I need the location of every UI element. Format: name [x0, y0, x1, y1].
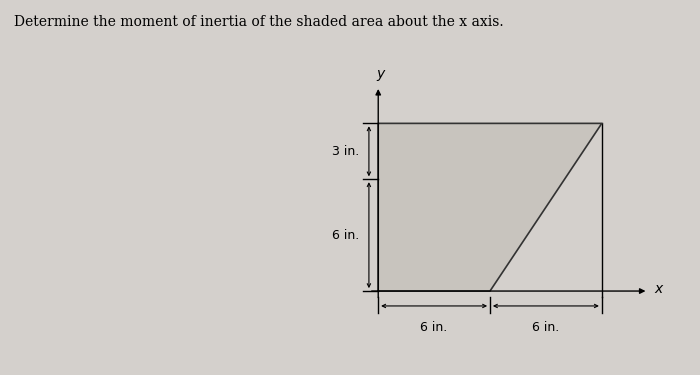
Text: x: x	[654, 282, 662, 296]
Polygon shape	[378, 123, 602, 291]
Text: 6 in.: 6 in.	[421, 321, 448, 334]
Text: 3 in.: 3 in.	[332, 145, 360, 158]
Text: 6 in.: 6 in.	[332, 229, 360, 242]
Text: 6 in.: 6 in.	[532, 321, 559, 334]
Text: y: y	[376, 66, 384, 81]
Text: Determine the moment of inertia of the shaded area about the x axis.: Determine the moment of inertia of the s…	[14, 15, 503, 29]
